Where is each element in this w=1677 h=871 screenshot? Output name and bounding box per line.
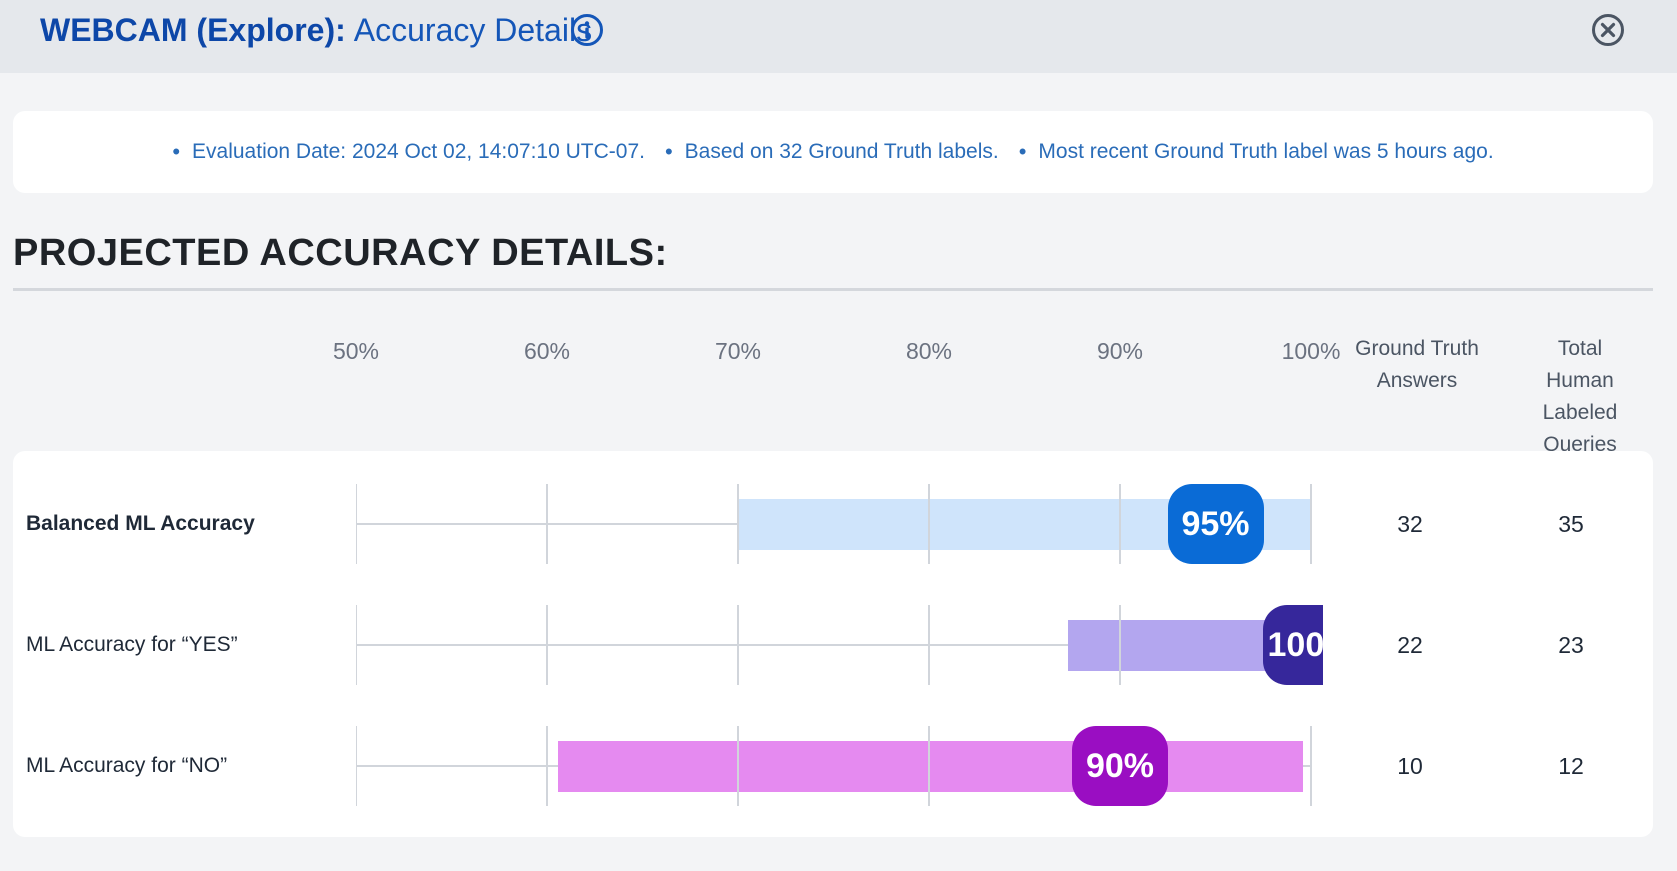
- gridline: [928, 484, 930, 564]
- accuracy-row: ML Accuracy for “YES” 100% 22 23: [13, 605, 1653, 685]
- info-icon[interactable]: [570, 13, 604, 47]
- gridline: [1119, 605, 1121, 685]
- gridline: [737, 726, 739, 806]
- total-human-labeled-queries-header: Total Human Labeled Queries: [1542, 337, 1618, 456]
- confidence-interval-bar: [558, 741, 1304, 792]
- x-tick-label: 60%: [523, 338, 571, 364]
- row-plot: 100%: [356, 605, 1323, 685]
- row-label: ML Accuracy for “NO”: [26, 754, 228, 777]
- dialog-title-text: Accuracy Details: [353, 12, 593, 48]
- x-tick-label: 80%: [905, 338, 953, 364]
- ground-truth-count: Based on 32 Ground Truth labels.: [665, 139, 999, 165]
- gridline: [356, 726, 357, 806]
- ground-truth-answers-cell: 10: [1397, 752, 1423, 779]
- row-plot: 90%: [356, 726, 1323, 806]
- evaluation-info-line: Evaluation Date: 2024 Oct 02, 14:07:10 U…: [13, 111, 1653, 193]
- dialog-header: WEBCAM (Explore): Accuracy Details: [0, 0, 1677, 73]
- gridline: [1119, 484, 1121, 564]
- gridline: [546, 726, 548, 806]
- gridline: [546, 605, 548, 685]
- accuracy-chart-card: Balanced ML Accuracy 95% 32 35 ML Accuracy f…: [13, 451, 1653, 837]
- evaluation-date: Evaluation Date: 2024 Oct 02, 14:07:10 U…: [172, 139, 645, 165]
- gridline: [928, 605, 930, 685]
- ground-truth-answers-cell: 22: [1397, 631, 1423, 658]
- dialog-title: WEBCAM (Explore): Accuracy Details: [40, 10, 592, 50]
- accuracy-value-badge: 100%: [1263, 605, 1323, 685]
- close-icon[interactable]: [1590, 12, 1626, 48]
- gridline: [928, 726, 930, 806]
- section-divider: [13, 288, 1653, 291]
- accuracy-row: ML Accuracy for “NO” 90% 10 12: [13, 726, 1653, 806]
- gridline: [1310, 726, 1312, 806]
- row-label: Balanced ML Accuracy: [26, 512, 255, 535]
- dialog-title-prefix: WEBCAM (Explore):: [40, 12, 346, 48]
- ground-truth-answers-header: Ground Truth Answers: [1355, 337, 1479, 392]
- gridline: [737, 484, 739, 564]
- accuracy-row: Balanced ML Accuracy 95% 32 35: [13, 484, 1653, 564]
- accuracy-value-badge: 90%: [1072, 726, 1168, 806]
- evaluation-info-card: Evaluation Date: 2024 Oct 02, 14:07:10 U…: [13, 111, 1653, 193]
- x-tick-label: 50%: [332, 338, 380, 364]
- row-baseline: [356, 644, 1311, 646]
- row-plot: 95%: [356, 484, 1323, 564]
- accuracy-value-badge: 95%: [1167, 484, 1264, 564]
- ground-truth-answers-cell: 32: [1397, 510, 1423, 537]
- gridline: [737, 605, 739, 685]
- gridline: [1310, 484, 1312, 564]
- x-tick-label: 70%: [714, 338, 762, 364]
- total-labeled-queries-cell: 35: [1558, 510, 1584, 537]
- total-labeled-queries-cell: 12: [1558, 752, 1584, 779]
- gridline: [356, 484, 357, 564]
- x-tick-label: 100%: [1281, 338, 1341, 364]
- gridline: [546, 484, 548, 564]
- row-label: ML Accuracy for “YES”: [26, 633, 238, 656]
- total-labeled-queries-cell: 23: [1558, 631, 1584, 658]
- latest-label-time: Most recent Ground Truth label was 5 hou…: [1019, 139, 1493, 165]
- section-title: PROJECTED ACCURACY DETAILS:: [13, 232, 668, 274]
- gridline: [356, 605, 357, 685]
- x-tick-label: 90%: [1096, 338, 1144, 364]
